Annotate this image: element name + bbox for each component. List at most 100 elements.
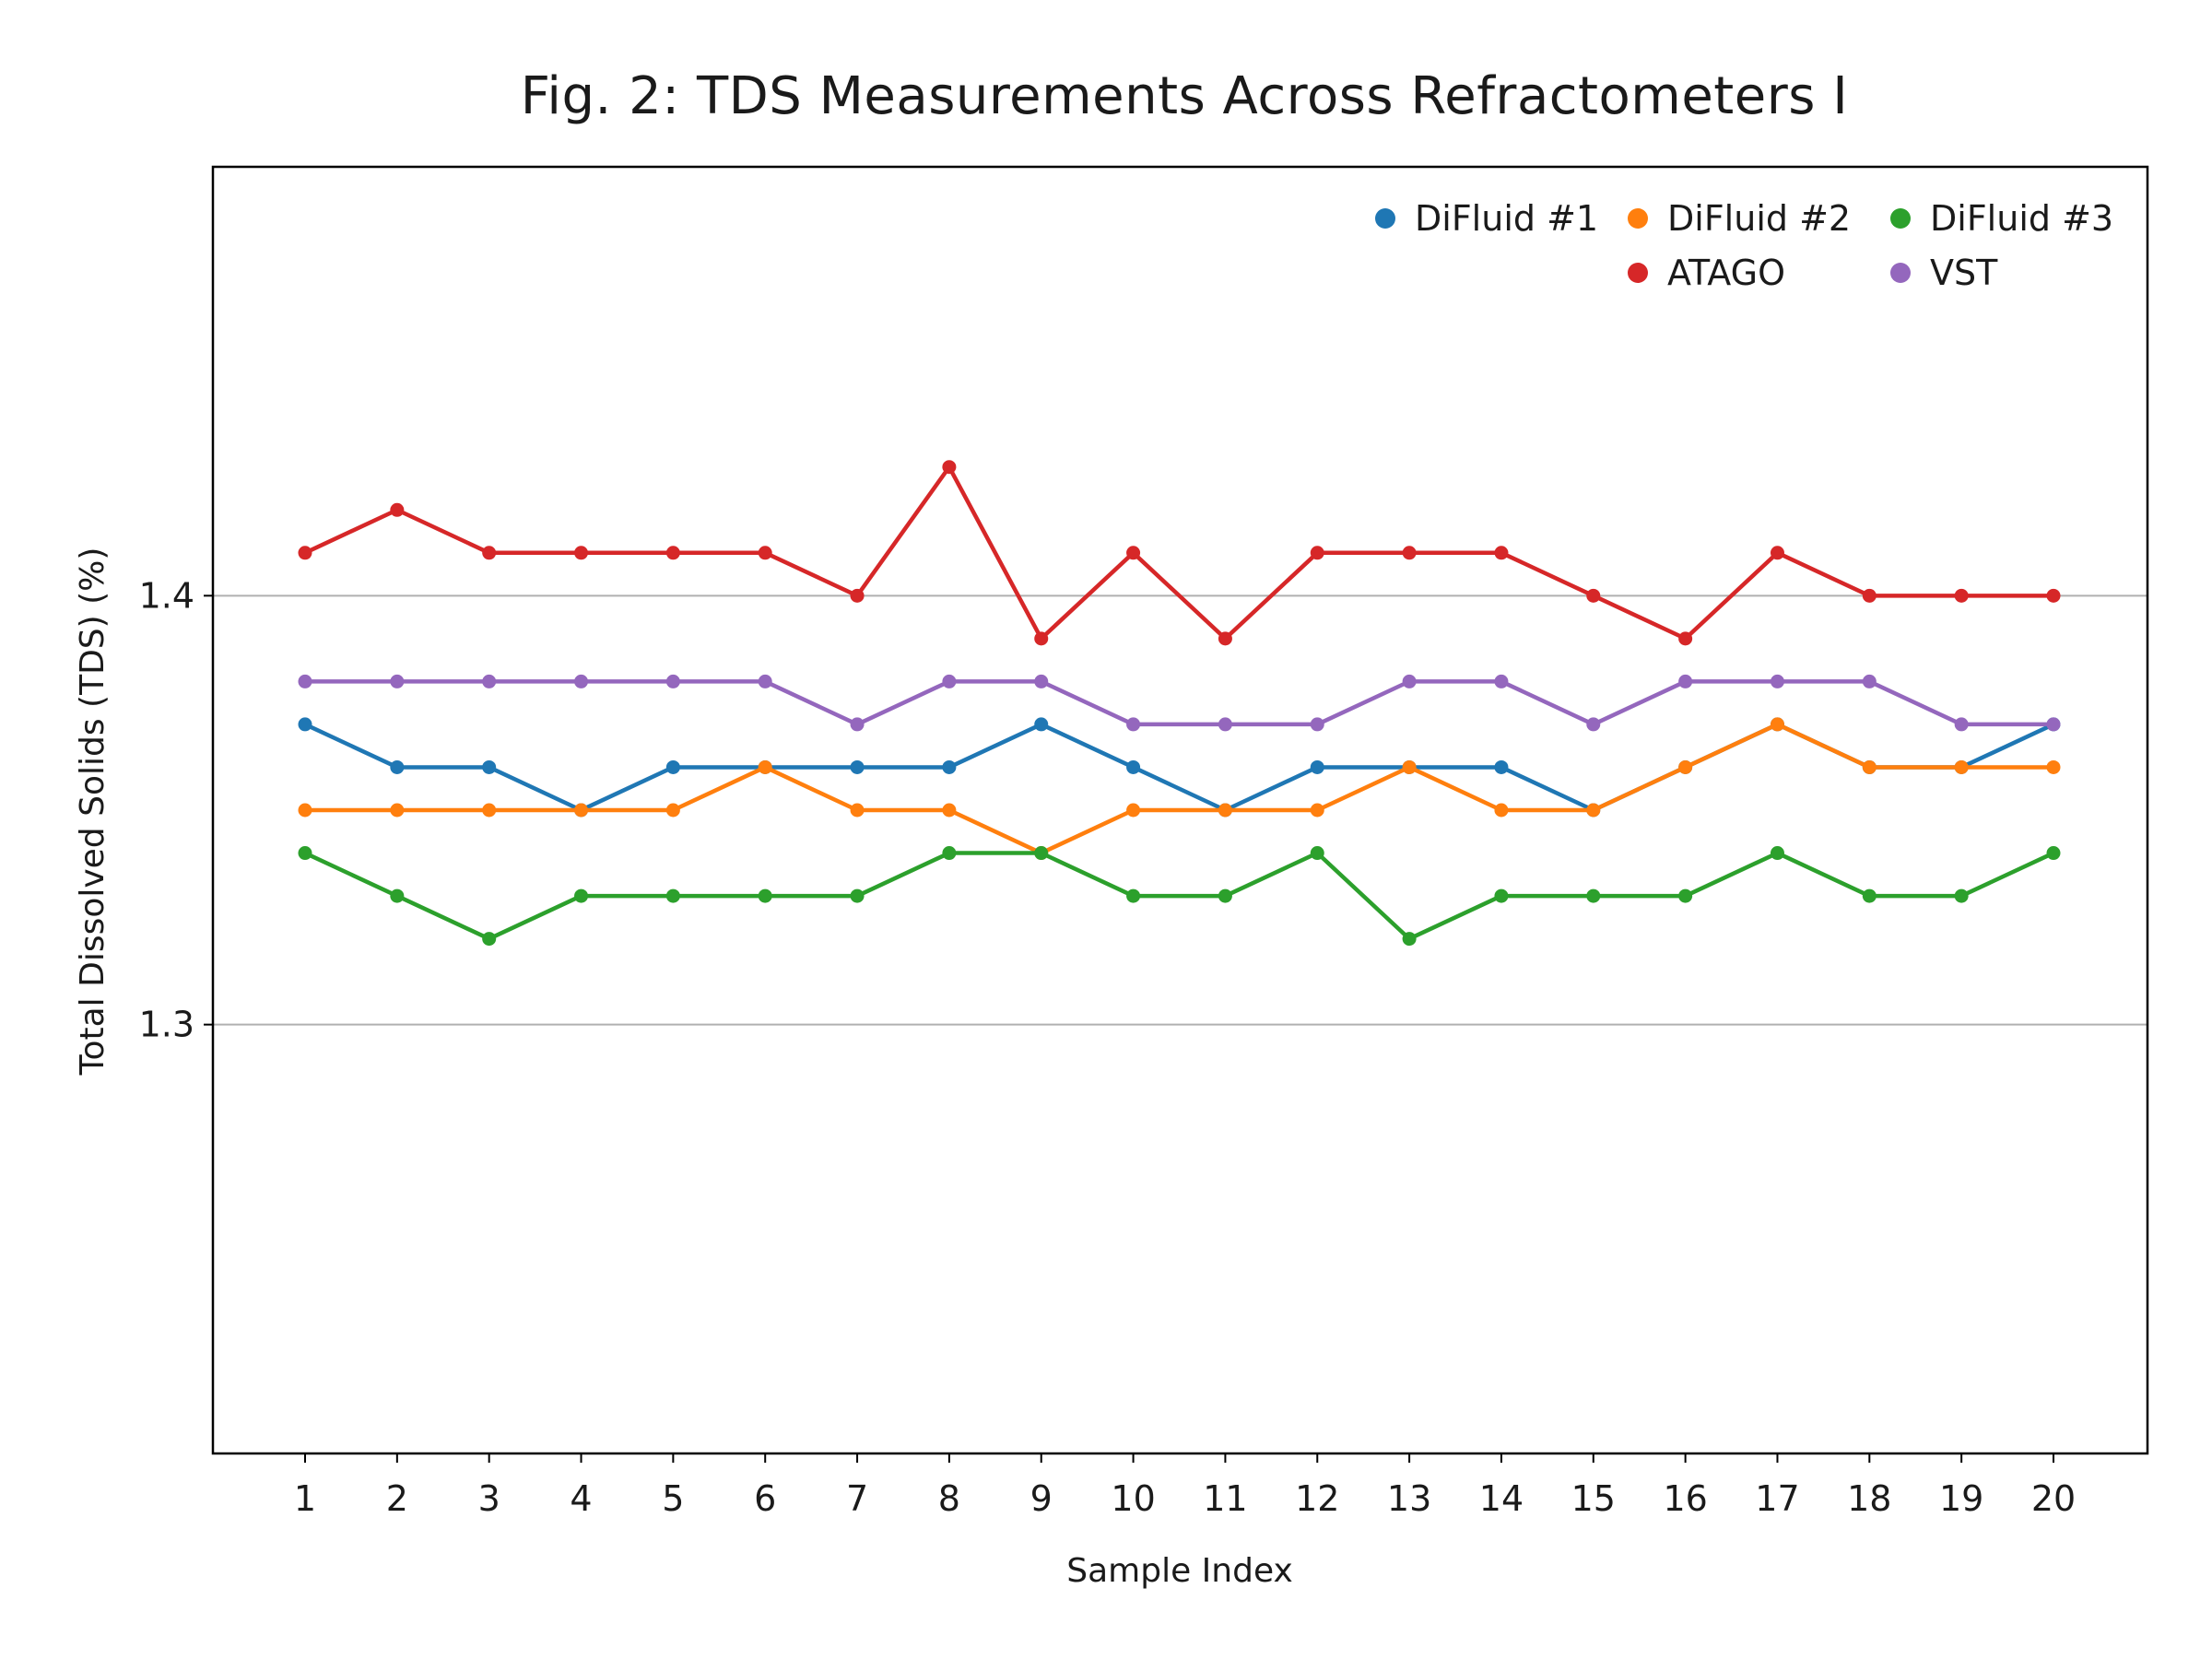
data-point [1586,803,1601,818]
data-point [1862,888,1877,903]
series-line-difluid-3 [304,851,2054,941]
x-tick-label: 17 [1755,1478,1799,1519]
data-point [758,888,772,903]
data-point [1034,846,1049,861]
x-tick-label: 12 [1295,1478,1339,1519]
data-point [1494,759,1509,774]
data-point [1770,674,1784,688]
data-point [390,759,405,774]
data-point [390,502,405,517]
data-point [2046,588,2061,603]
data-point [1954,588,1969,603]
data-point [1770,546,1784,560]
x-tick-label: 18 [1847,1478,1891,1519]
data-point [1954,888,1969,903]
legend-marker [1628,263,1648,283]
data-point [942,460,957,475]
x-tick-label: 6 [754,1478,776,1519]
data-point [1494,888,1509,903]
y-tick-label: 1.4 [139,575,194,616]
data-point [758,674,772,688]
data-point [1218,717,1232,732]
plot-area-frame [211,165,2149,1455]
data-point [1310,759,1324,774]
data-point [1862,674,1877,688]
legend-item: ATAGO [1628,253,1785,293]
data-point [1770,846,1784,861]
legend-label: DiFluid #3 [1930,198,2113,239]
data-point [390,888,405,903]
x-tick-label: 5 [662,1478,684,1519]
series-vst [298,674,2061,732]
legend-marker [1375,208,1395,229]
data-point [665,674,680,688]
data-point [482,803,497,818]
data-point [1770,717,1784,732]
data-point [1218,631,1232,646]
series-difluid-2 [298,717,2061,861]
data-point [1678,759,1693,774]
data-point [850,717,865,732]
data-point [574,546,589,560]
data-point [1862,588,1877,603]
data-point [1954,759,1969,774]
data-point [1126,888,1141,903]
x-tick-label: 14 [1479,1478,1524,1519]
x-tick-label: 19 [1939,1478,1983,1519]
data-point [665,546,680,560]
data-point [665,759,680,774]
x-tick-label: 11 [1203,1478,1247,1519]
series-atago [298,460,2061,646]
x-tick-label: 4 [570,1478,592,1519]
data-point [574,674,589,688]
data-point [1678,674,1693,688]
data-point [758,546,772,560]
data-point [1218,803,1232,818]
series-difluid-3 [298,846,2061,947]
data-point [1494,674,1509,688]
y-axis-ticks: 1.3 1.4 [139,575,213,1045]
x-tick-label: 3 [478,1478,500,1519]
x-axis-label: Sample Index [1066,1552,1293,1590]
data-point [1586,588,1601,603]
data-point [1954,717,1969,732]
series-lines [298,460,2061,947]
data-point [1126,546,1141,560]
data-point [574,803,589,818]
data-point [942,846,957,861]
data-point [942,803,957,818]
data-point [850,803,865,818]
data-point [482,932,497,947]
data-point [298,717,312,732]
data-point [1034,717,1049,732]
data-point [2046,846,2061,861]
data-point [665,803,680,818]
data-point [298,803,312,818]
data-point [1126,803,1141,818]
data-point [482,546,497,560]
data-point [1494,546,1509,560]
data-point [942,674,957,688]
data-point [390,674,405,688]
data-point [1402,674,1417,688]
data-point [1310,846,1324,861]
legend-marker [1890,263,1911,283]
data-point [1678,888,1693,903]
data-point [1862,759,1877,774]
data-point [298,846,312,861]
data-point [1310,803,1324,818]
series-line-atago [304,465,2053,641]
data-point [1218,888,1232,903]
data-point [1586,717,1601,732]
x-tick-label: 8 [938,1478,960,1519]
data-point [1126,717,1141,732]
data-point [758,759,772,774]
data-point [942,759,957,774]
x-axis-ticks: 1 2 3 4 5 6 7 8 9 10 11 12 13 14 15 16 17 18 19 20 [294,1453,2076,1519]
legend-label: VST [1930,253,1998,293]
legend-marker [1890,208,1911,229]
x-tick-label: 15 [1571,1478,1616,1519]
legend: DiFluid #1 DiFluid #2 DiFluid #3 ATAGO VST [1375,198,2113,293]
data-point [1678,631,1693,646]
